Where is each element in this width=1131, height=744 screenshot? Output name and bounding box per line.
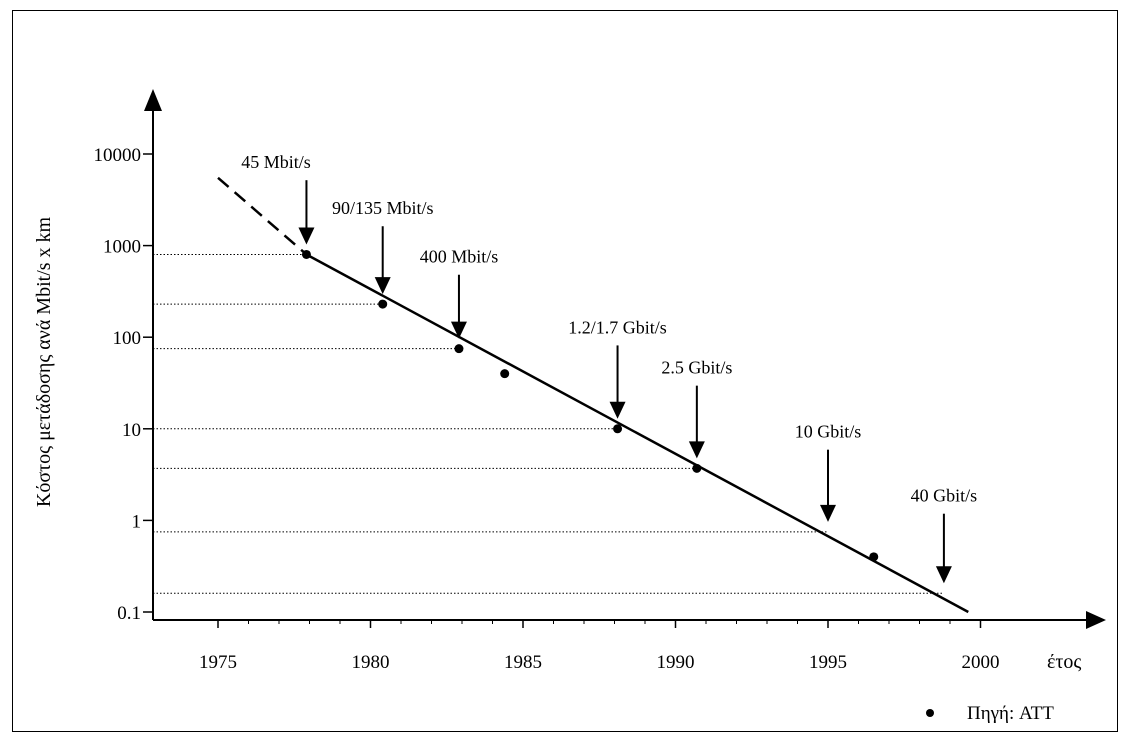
trend-line bbox=[217, 176, 969, 614]
x-axis-title: έτος bbox=[1047, 651, 1081, 673]
annotation-label-4: 2.5 Gbit/s bbox=[661, 358, 732, 378]
x-axis-arrow-icon bbox=[1086, 611, 1106, 629]
y-tick-label-0: 0.1 bbox=[117, 603, 141, 624]
y-tick-label-4: 1000 bbox=[103, 237, 141, 258]
annotation-label-1: 90/135 Mbit/s bbox=[332, 198, 434, 218]
speed-annotations: 45 Mbit/s 90/135 Mbit/s 400 Mbit/s 1.2/1.7 … bbox=[241, 152, 978, 584]
annotation-arrow-icon-5 bbox=[820, 504, 836, 522]
x-tick-label-1990: 1990 bbox=[657, 652, 695, 673]
annotation-label-3: 1.2/1.7 Gbit/s bbox=[568, 317, 667, 337]
x-tick-label-2000: 2000 bbox=[962, 652, 1000, 673]
x-tick-label-1980: 1980 bbox=[352, 652, 390, 673]
y-tick-label-3: 100 bbox=[113, 328, 142, 349]
reference-lines bbox=[153, 253, 944, 594]
annotation-label-2: 400 Mbit/s bbox=[420, 247, 499, 267]
data-point-1 bbox=[378, 299, 388, 309]
annotation-arrow-icon-2 bbox=[450, 321, 467, 339]
annotation-arrow-icon-6 bbox=[935, 566, 952, 584]
y-tick-label-5: 10000 bbox=[94, 145, 142, 166]
data-point-3 bbox=[500, 369, 510, 379]
annotation-arrow-icon-3 bbox=[609, 401, 626, 419]
data-point-2 bbox=[454, 344, 464, 354]
y-tick-label-1: 1 bbox=[132, 511, 142, 532]
y-axis-title: Κόστος μετάδοσης ανά Mbit/s x km bbox=[33, 216, 55, 507]
y-axis-arrow-icon bbox=[144, 89, 162, 111]
y-tick-label-2: 10 bbox=[122, 420, 141, 441]
data-point-4 bbox=[613, 424, 623, 434]
annotation-arrow-icon-4 bbox=[688, 441, 705, 459]
data-point-0 bbox=[301, 249, 311, 259]
data-point-6 bbox=[869, 552, 879, 562]
annotation-label-0: 45 Mbit/s bbox=[241, 152, 311, 172]
annotation-label-6: 40 Gbit/s bbox=[911, 486, 978, 506]
data-point-5 bbox=[692, 463, 702, 473]
x-tick-label-1985: 1985 bbox=[504, 652, 542, 673]
x-tick-label-1995: 1995 bbox=[809, 652, 847, 673]
x-tick-label-1975: 1975 bbox=[199, 652, 237, 673]
trend-line-solid bbox=[305, 253, 969, 614]
data-points bbox=[301, 249, 879, 562]
chart-frame bbox=[12, 10, 1118, 732]
annotation-arrow-icon-0 bbox=[298, 227, 315, 245]
annotation-arrow-icon-1 bbox=[374, 277, 391, 295]
legend-label: Πηγή: ATT bbox=[967, 703, 1054, 724]
axis-ticks: 1975 1980 1985 1990 1995 2000 0.1 1 10 100 1000 100… bbox=[94, 145, 1000, 673]
annotation-label-5: 10 Gbit/s bbox=[795, 422, 862, 442]
trend-line-dashed bbox=[217, 176, 308, 256]
legend-marker bbox=[926, 709, 934, 717]
